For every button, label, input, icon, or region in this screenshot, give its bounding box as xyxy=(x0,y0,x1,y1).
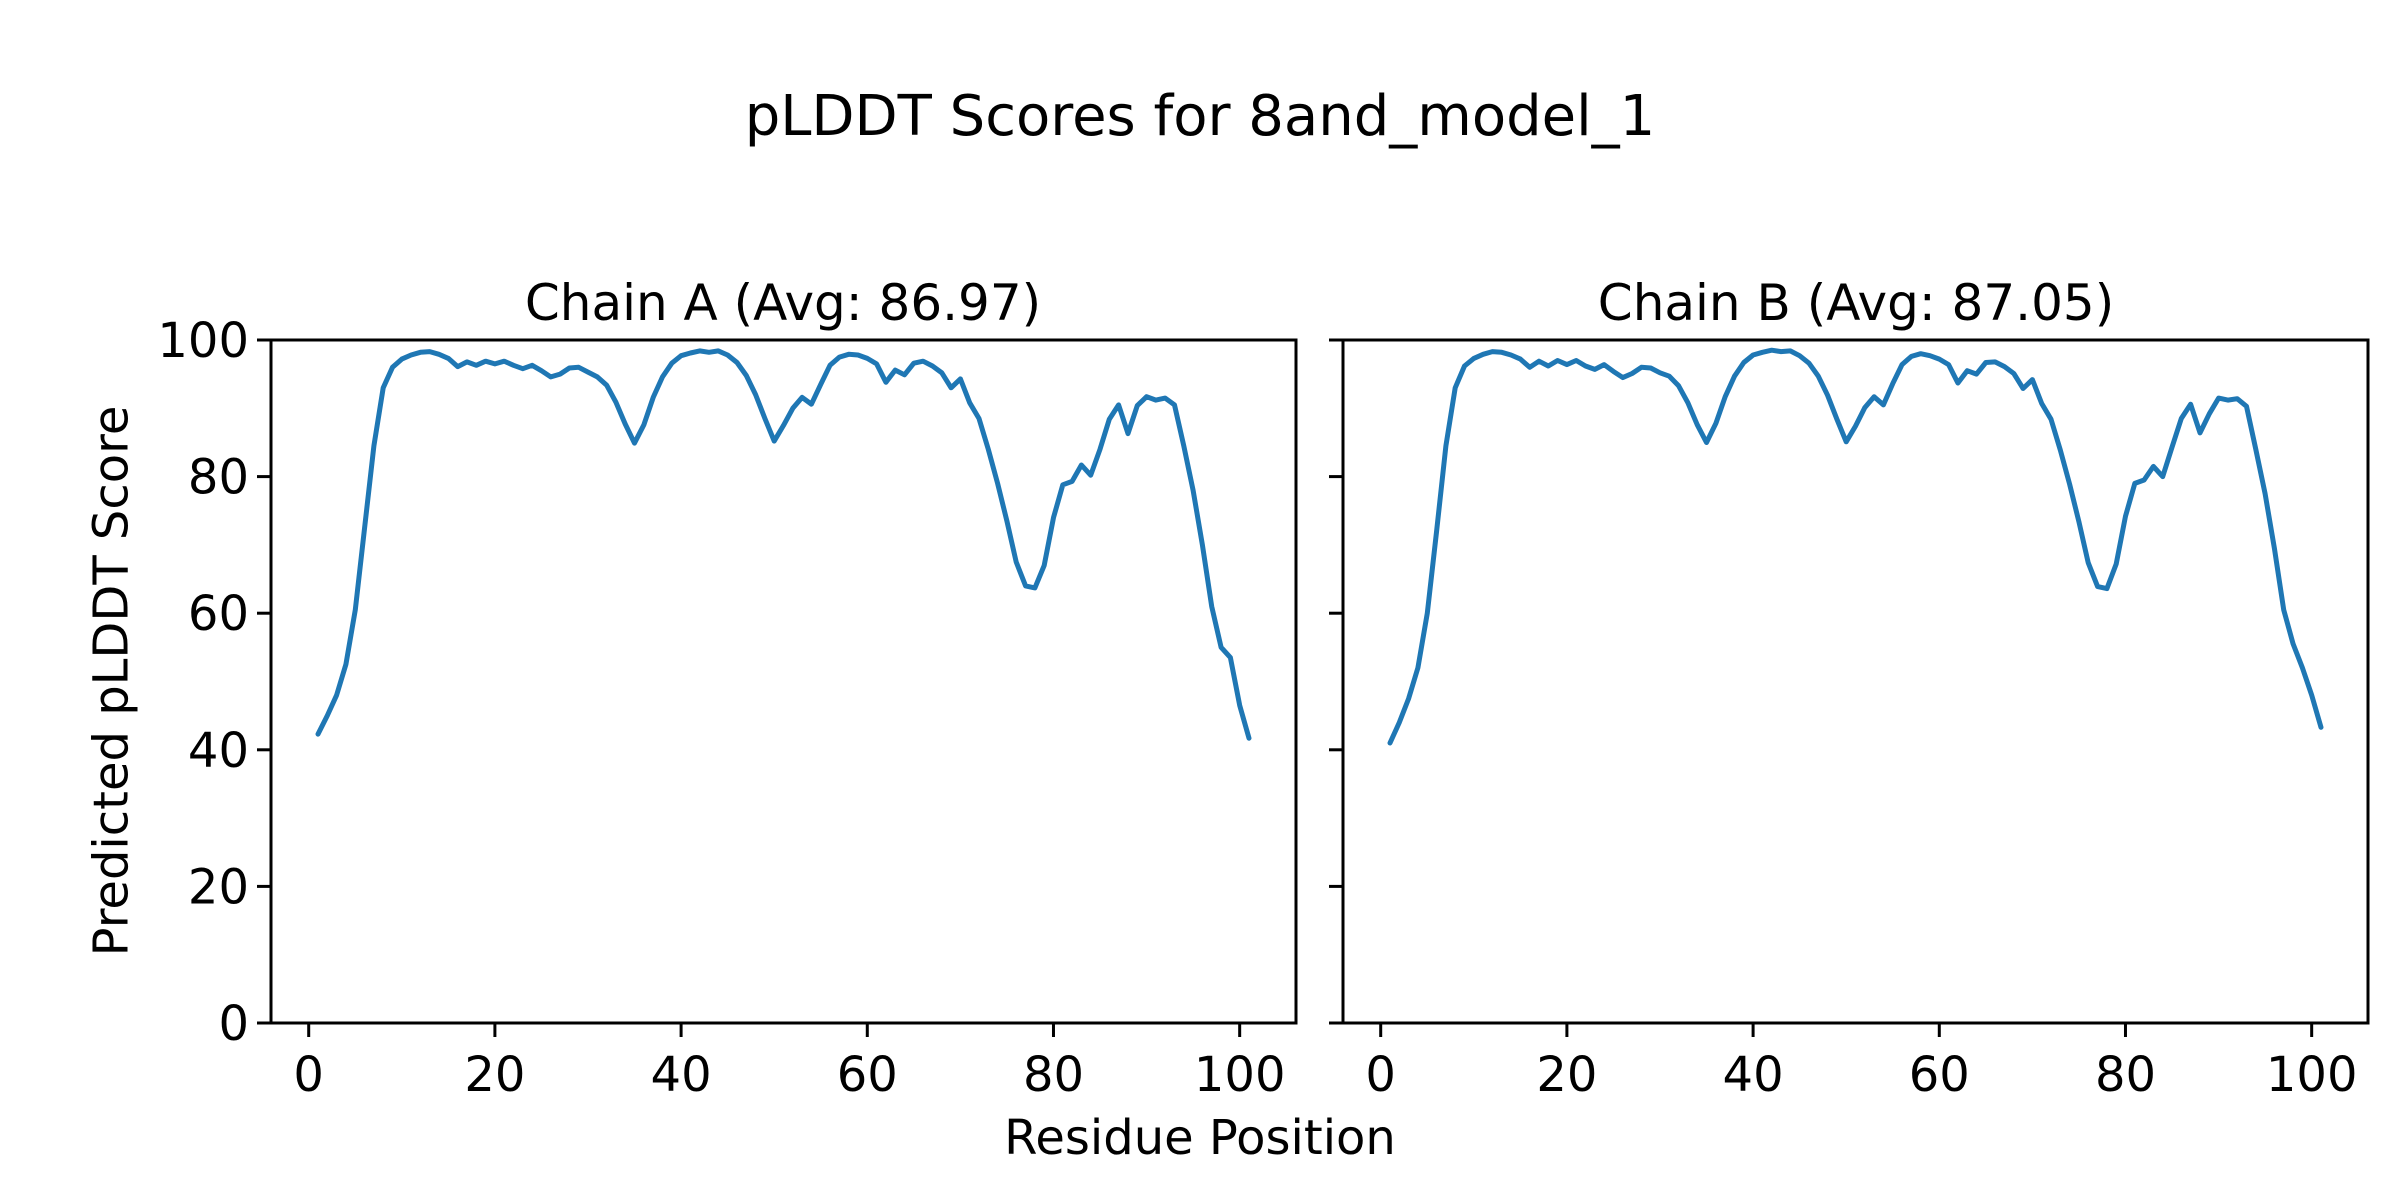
chain-b-x-tick-label: 40 xyxy=(1723,1047,1784,1103)
chain-a-axes: 0 20 40 60 80 100 0 20 40 60 80 100 xyxy=(157,313,1298,1103)
chain-a-y-tick-label: 20 xyxy=(188,859,249,915)
chain-b-x-tick-label: 20 xyxy=(1536,1047,1597,1103)
chain-a-x-tick-label: 60 xyxy=(837,1047,898,1103)
chain-a-y-tick-label: 60 xyxy=(188,586,249,642)
chain-b-x-tick-label: 60 xyxy=(1909,1047,1970,1103)
chain-b-axes: 0 20 40 60 80 100 xyxy=(1329,338,2370,1103)
chain-a-y-tick-label: 40 xyxy=(188,723,249,779)
chain-a-y-tick-label: 0 xyxy=(218,996,249,1052)
y-axis-label: Predicted pLDDT Score xyxy=(83,405,140,957)
chain-b-plot-frame xyxy=(1341,338,2370,1025)
chain-a-y-tick-label: 80 xyxy=(188,450,249,506)
chain-b-plot-line xyxy=(1387,347,2324,746)
chain-a-plot-line xyxy=(315,348,1252,741)
chain-b-x-tick-label: 80 xyxy=(2095,1047,2156,1103)
chain-a-x-tick-label: 100 xyxy=(1194,1047,1286,1103)
chain-b-x-tick-label: 100 xyxy=(2266,1047,2358,1103)
chain-a-plot-frame xyxy=(269,338,1298,1025)
chain-a-title: Chain A (Avg: 86.97) xyxy=(524,274,1042,332)
chain-a-x-tick-label: 40 xyxy=(651,1047,712,1103)
chain-b-title: Chain B (Avg: 87.05) xyxy=(1597,274,2115,332)
chain-a-x-tick-label: 80 xyxy=(1023,1047,1084,1103)
figure-title: pLDDT Scores for 8and_model_1 xyxy=(744,84,1656,149)
chain-a-x-tick-label: 0 xyxy=(293,1047,324,1103)
chain-a-x-tick-label: 20 xyxy=(464,1047,525,1103)
chain-a-y-tick-label: 100 xyxy=(157,313,249,369)
x-axis-label: Residue Position xyxy=(1004,1110,1396,1166)
chain-b-x-tick-label: 0 xyxy=(1365,1047,1396,1103)
